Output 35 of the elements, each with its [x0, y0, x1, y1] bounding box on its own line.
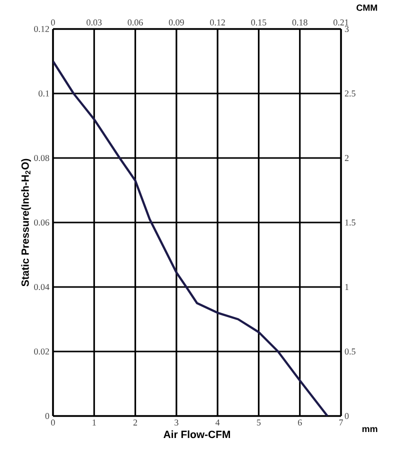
y2-axis-title: mm	[362, 427, 378, 432]
x2-tick-label: 0.18	[292, 19, 308, 26]
x2-axis-title: CMM	[356, 4, 378, 11]
y2-tick-label: 2	[344, 155, 349, 161]
y2-tick-label: 2.5	[344, 90, 356, 97]
y2-tick-label: 1.5	[345, 219, 356, 226]
x2-tick-label: 0	[51, 19, 55, 26]
y-tick-label: 0.1	[38, 90, 49, 97]
x2-tick-label: 0.09	[168, 19, 184, 26]
x-tick-label: 6	[298, 420, 302, 426]
y-tick-label: 0.12	[34, 26, 49, 32]
y-tick-label: 0.08	[34, 154, 50, 162]
x-tick-label: 5	[256, 420, 261, 426]
x2-tick-label: 0.21	[334, 19, 348, 26]
y-tick-label: 0.04	[34, 284, 50, 290]
y2-tick-label: 1	[345, 284, 348, 290]
line-series	[53, 60, 329, 416]
x-tick-label: 1	[92, 420, 96, 426]
x2-tick-label: 0.03	[86, 19, 102, 26]
y-axis-title: Static Pressure(Inch-H$_{2}$O)	[21, 158, 31, 286]
x2-tick-label: 0.12	[210, 19, 225, 26]
x-tick-label: 3	[174, 420, 178, 426]
x2-tick-label: 0.06	[128, 19, 143, 26]
y-tick-label: 0.02	[34, 348, 49, 355]
x-tick-label: 4	[216, 420, 220, 426]
y2-tick-label: 0	[344, 412, 349, 420]
x-tick-label: 7	[339, 420, 343, 426]
y2-tick-label: 0.5	[344, 348, 356, 355]
x2-tick-label: 0.15	[251, 19, 266, 26]
x-tick-label: 2	[133, 420, 138, 426]
y2-tick-label: 3	[344, 26, 349, 32]
x-tick-label: 0	[51, 420, 55, 426]
x-axis-title: Air Flow-CFM	[164, 430, 230, 438]
y-tick-label: 0	[45, 412, 50, 420]
y-tick-label: 0.06	[34, 219, 50, 226]
